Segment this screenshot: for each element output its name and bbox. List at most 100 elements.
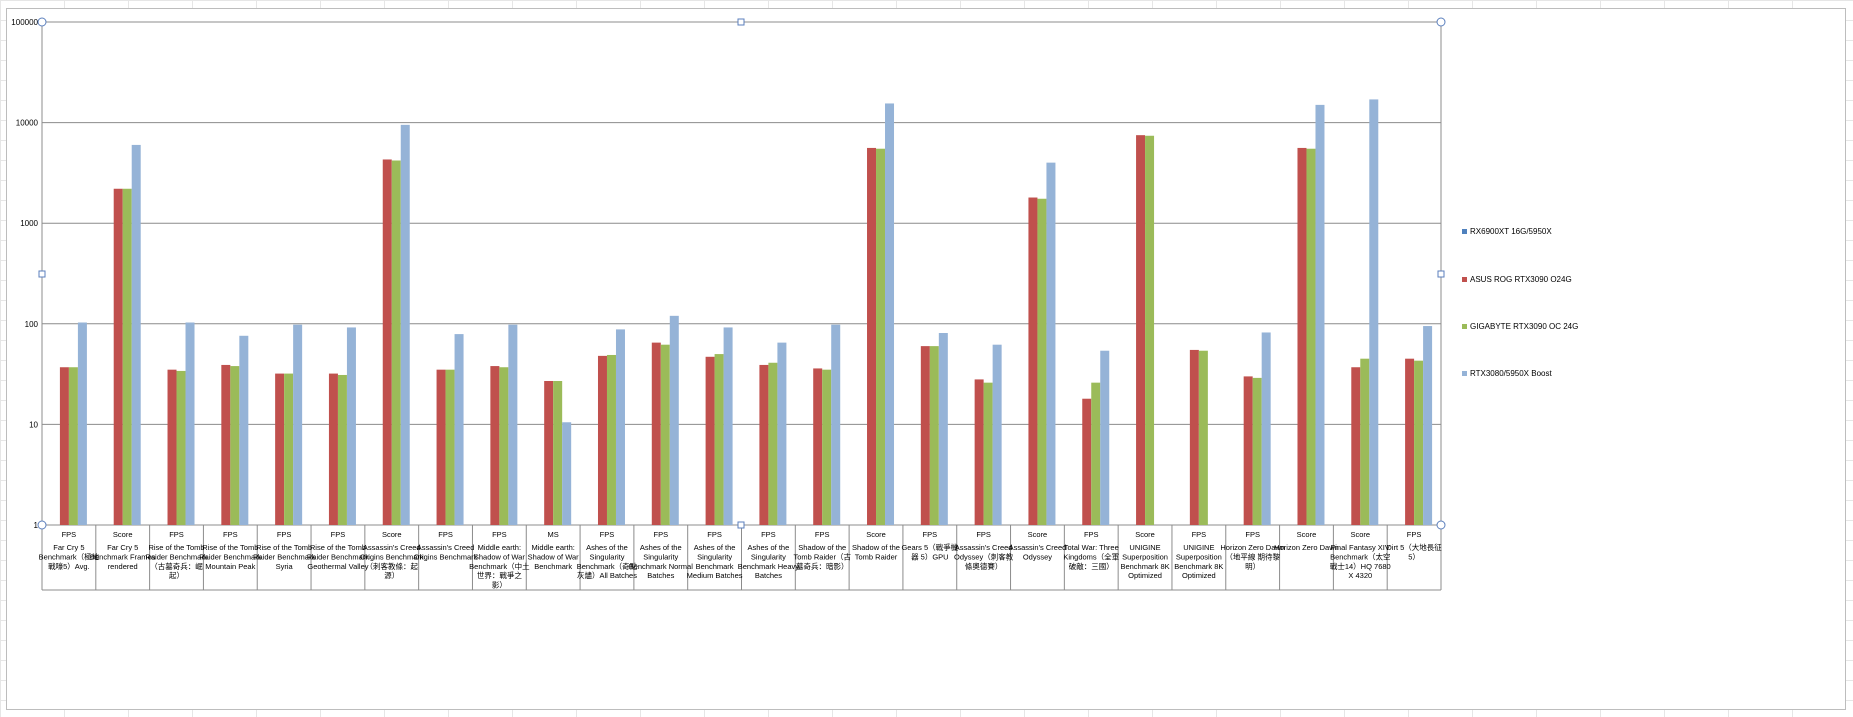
bar[interactable] [651, 342, 661, 525]
bar[interactable] [553, 381, 563, 525]
bar[interactable] [328, 373, 338, 525]
bar[interactable] [759, 364, 769, 525]
bar[interactable] [606, 354, 616, 525]
bar[interactable] [885, 103, 895, 525]
bar[interactable] [400, 124, 410, 525]
bar[interactable] [490, 366, 500, 525]
bar[interactable] [822, 369, 832, 525]
resize-handle-corner[interactable] [1436, 17, 1446, 27]
bar[interactable] [867, 147, 877, 525]
bar[interactable] [59, 367, 69, 525]
category-name-label: Assassin's Creed Odyssey [1009, 543, 1067, 561]
category-name-label: Assassin's Creed Origins Benchmark [414, 543, 478, 561]
bar[interactable] [239, 335, 249, 525]
bar[interactable] [1028, 197, 1038, 525]
resize-handle-edge[interactable] [737, 18, 745, 26]
bar[interactable] [499, 367, 509, 525]
bar[interactable] [68, 367, 78, 525]
bar[interactable] [777, 342, 787, 525]
bar[interactable] [293, 324, 303, 525]
category-metric-label: Score [1297, 530, 1317, 539]
bar[interactable] [1046, 162, 1056, 526]
bar[interactable] [669, 315, 679, 525]
bar[interactable] [1351, 367, 1361, 525]
bar[interactable] [275, 373, 285, 525]
resize-handle-corner[interactable] [37, 17, 47, 27]
bar[interactable] [723, 327, 733, 525]
bar[interactable] [831, 324, 841, 525]
bar[interactable] [176, 370, 186, 525]
bar[interactable] [167, 369, 177, 525]
category-name-label: Total War: Three Kingdoms（全軍破敵：三國） [1063, 543, 1119, 571]
legend-swatch [1462, 277, 1467, 282]
bar[interactable] [284, 373, 294, 525]
bar[interactable] [1306, 148, 1316, 525]
category-metric-label: FPS [976, 530, 991, 539]
bar[interactable] [597, 355, 607, 525]
bar[interactable] [813, 368, 823, 525]
bar[interactable] [1405, 358, 1415, 525]
bar[interactable] [1414, 360, 1424, 525]
resize-handle-edge[interactable] [1437, 270, 1445, 278]
category-metric-label: FPS [169, 530, 184, 539]
bar[interactable] [1297, 147, 1307, 525]
bar[interactable] [454, 334, 464, 525]
bar[interactable] [1145, 135, 1155, 525]
bar[interactable] [1100, 350, 1110, 525]
bar[interactable] [1315, 104, 1325, 525]
resize-handle-edge[interactable] [38, 270, 46, 278]
bar[interactable] [660, 344, 670, 525]
bar[interactable] [113, 188, 123, 526]
bar[interactable] [185, 322, 195, 525]
resize-handle-corner[interactable] [1436, 520, 1446, 530]
bar[interactable] [131, 144, 141, 526]
category-metric-label: FPS [1245, 530, 1260, 539]
y-tick-label: 100 [25, 320, 39, 329]
bar[interactable] [714, 354, 724, 525]
bar[interactable] [1360, 358, 1370, 525]
bar[interactable] [876, 148, 886, 525]
resize-handle-corner[interactable] [37, 520, 47, 530]
bar[interactable] [992, 344, 1002, 525]
bar[interactable] [1252, 377, 1262, 525]
resize-handle-edge[interactable] [737, 521, 745, 529]
legend-entry: RX6900XT 16G/5950X [1470, 227, 1552, 236]
bar[interactable] [445, 369, 455, 525]
category-name-label: UNIGINE Superposition Benchmark 8K Optimize… [1174, 543, 1223, 580]
bar[interactable] [1037, 198, 1047, 525]
bar[interactable] [508, 324, 518, 525]
bar[interactable] [337, 374, 347, 525]
bar[interactable] [221, 364, 231, 525]
bar[interactable] [929, 346, 939, 525]
bar[interactable] [974, 379, 984, 525]
bar[interactable] [391, 160, 401, 526]
legend-entry: RTX3080/5950X Boost [1470, 369, 1552, 378]
bar[interactable] [1189, 349, 1199, 525]
bar[interactable] [230, 366, 240, 525]
bar[interactable] [1082, 398, 1092, 525]
bar[interactable] [382, 159, 392, 525]
bar[interactable] [938, 333, 948, 525]
bar[interactable] [1243, 376, 1253, 525]
bar[interactable] [1423, 326, 1433, 525]
bar[interactable] [544, 381, 554, 525]
category-name-label: Horizon Zero Dawn （地平線 期待黎明） [1220, 543, 1285, 571]
bar[interactable] [1369, 99, 1379, 525]
bar[interactable] [436, 369, 446, 525]
bar[interactable] [983, 382, 993, 525]
category-name-label: Assassin's Creed Odyssey（刺客教條奧德賽） [954, 543, 1014, 571]
bar[interactable] [920, 346, 930, 525]
bar[interactable] [562, 422, 572, 525]
bar[interactable] [122, 188, 132, 526]
bar[interactable] [1136, 135, 1146, 526]
bar[interactable] [1198, 350, 1208, 525]
bar[interactable] [77, 322, 87, 525]
bar[interactable] [768, 362, 778, 525]
bar[interactable] [615, 329, 625, 525]
category-name-label: Rise of the Tomb Raider Benchmark Geotherm… [307, 543, 369, 571]
category-name-label: Ashes of the Singularity Benchmark Normal B… [629, 543, 694, 580]
bar[interactable] [1261, 332, 1271, 525]
bar[interactable] [705, 356, 715, 525]
bar[interactable] [1091, 382, 1101, 525]
bar[interactable] [346, 327, 356, 525]
